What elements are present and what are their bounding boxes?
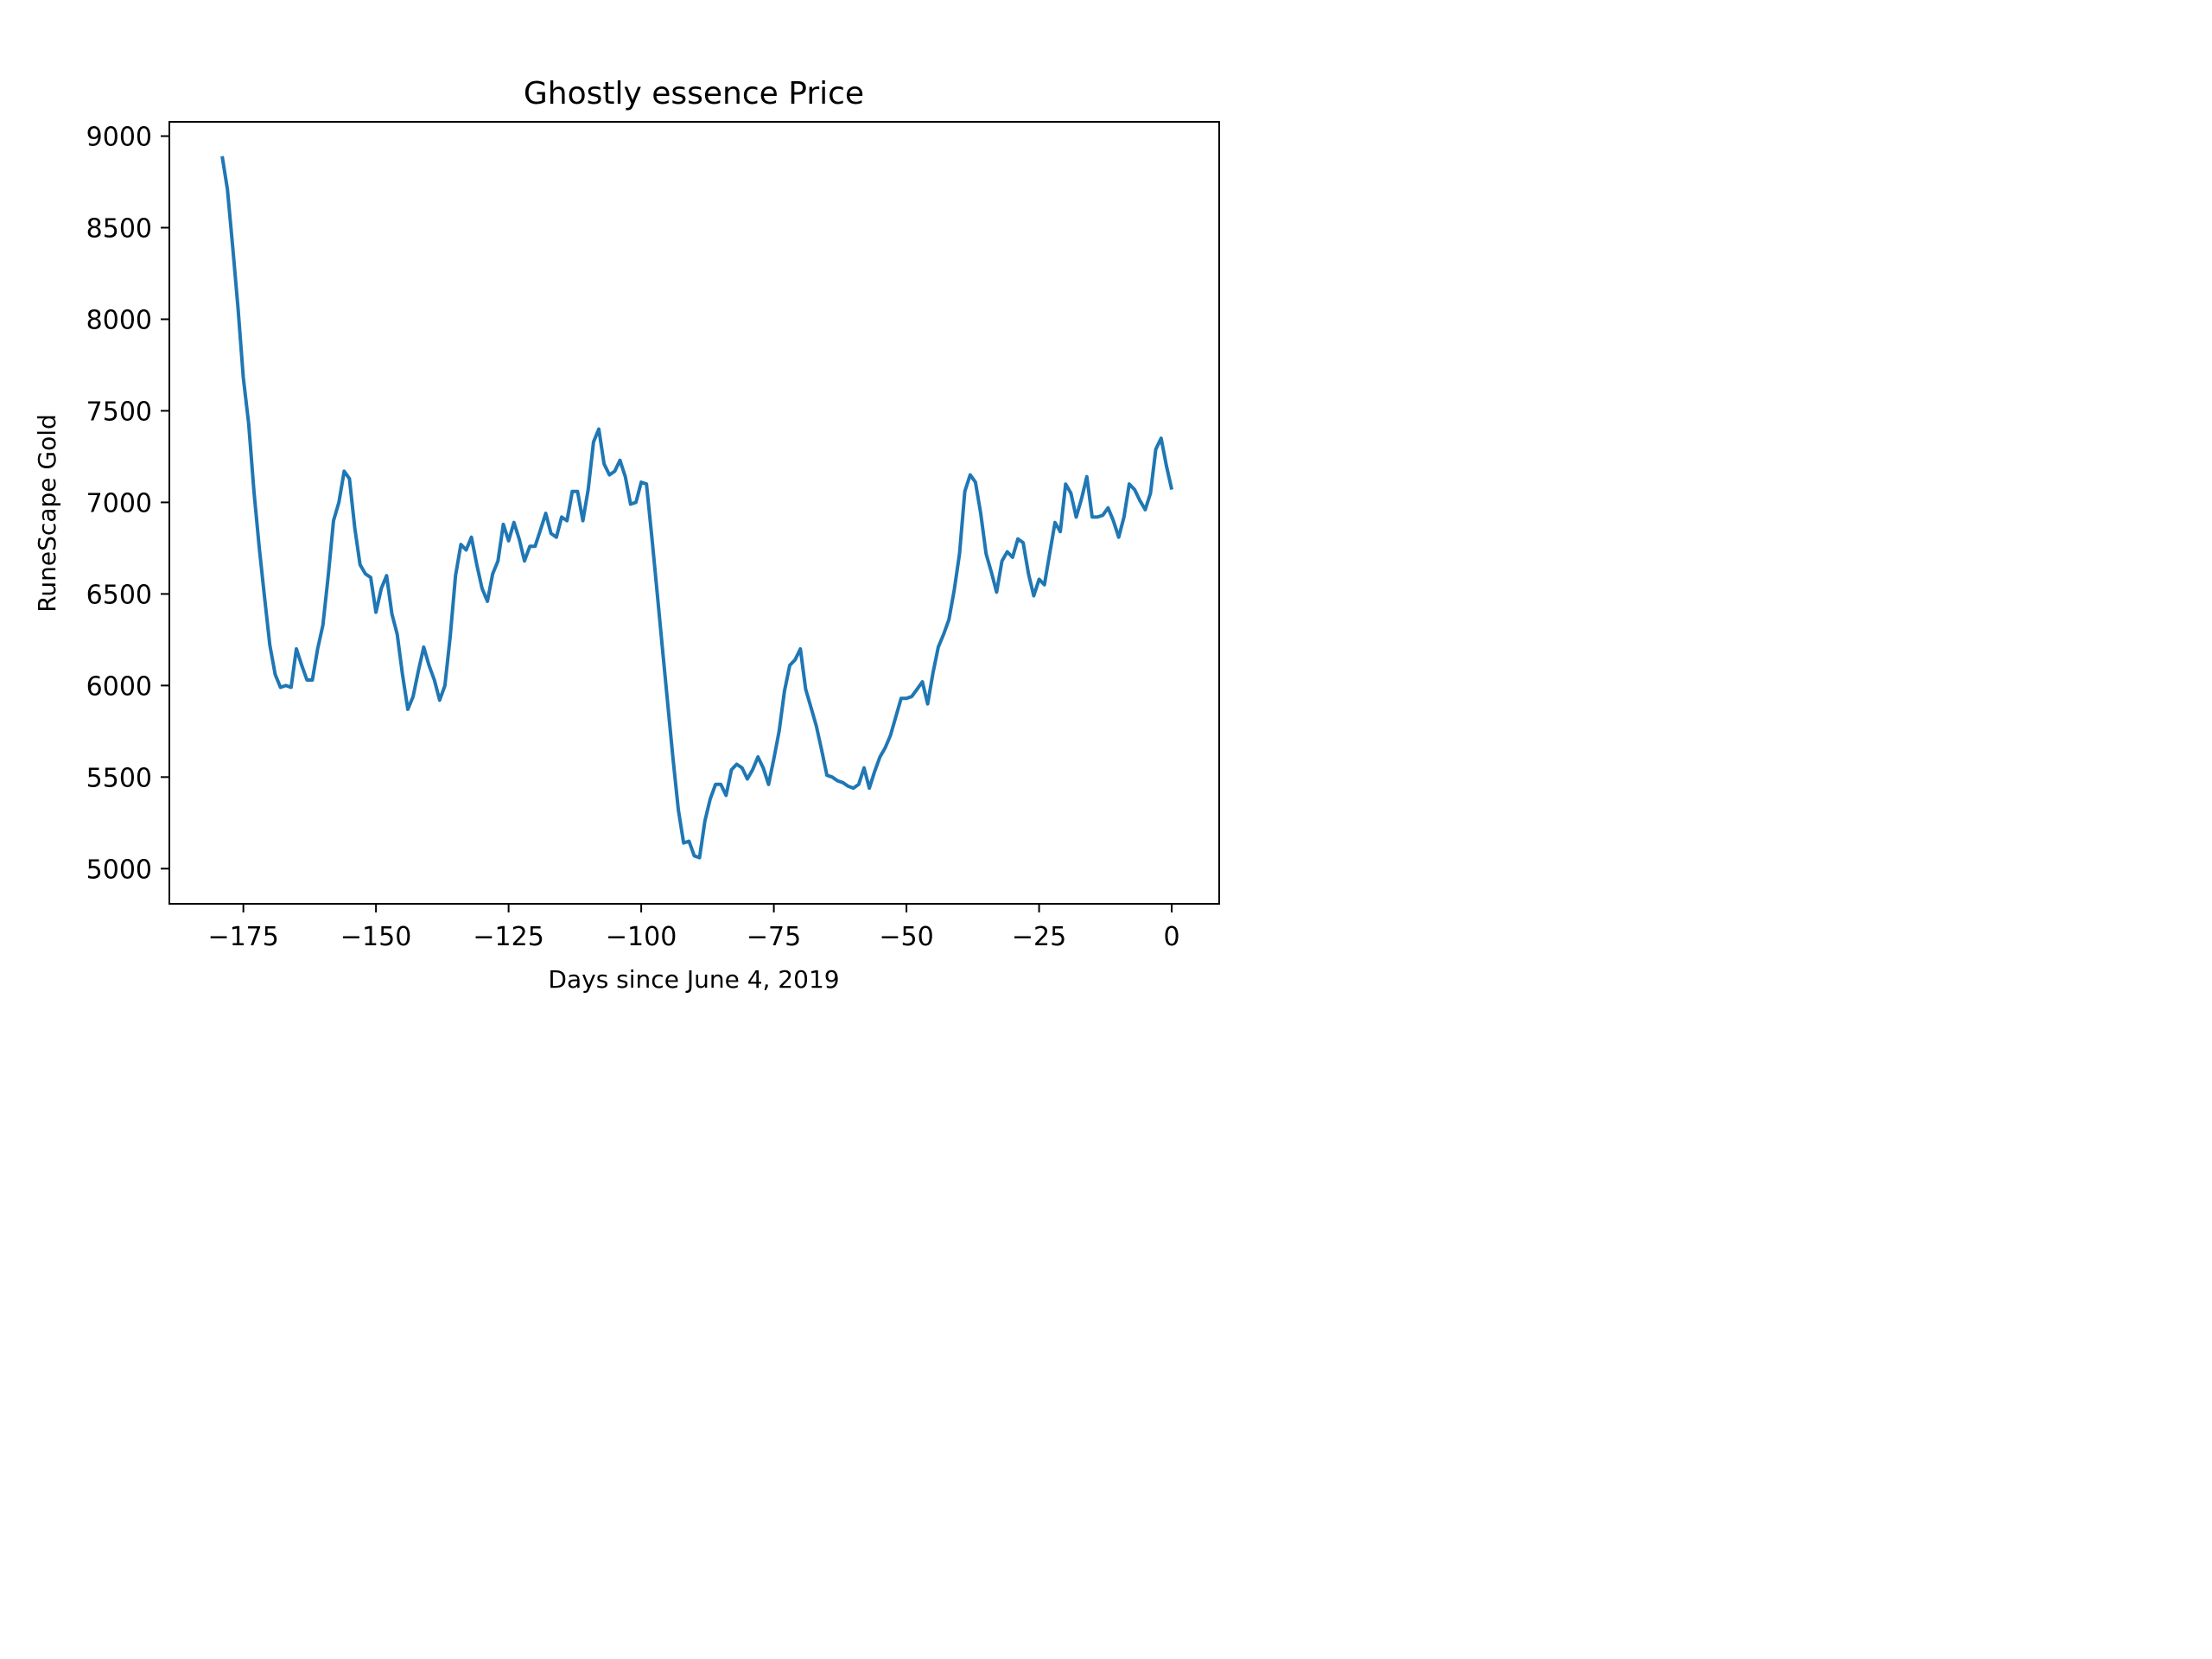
x-tick-label: −100 (606, 922, 677, 952)
y-tick-label: 7500 (86, 397, 152, 427)
x-tick-label: −125 (473, 922, 543, 952)
x-tick-label: −175 (207, 922, 278, 952)
y-tick-label: 5000 (86, 855, 152, 885)
line-chart: Ghostly essence Price −175 −150 −125 −100 −7… (0, 0, 1336, 1002)
x-tick-label: −75 (747, 922, 801, 952)
x-tick-label: −150 (340, 922, 411, 952)
plot-area (220, 156, 1174, 860)
y-tick-label: 5500 (86, 763, 152, 793)
y-tick-label: 7000 (86, 488, 152, 518)
x-tick-label: −50 (879, 922, 933, 952)
y-tick-label: 6000 (86, 671, 152, 702)
axes-frame (168, 121, 1220, 905)
y-axis-label: RuneScape Gold (33, 414, 61, 613)
chart-title: Ghostly essence Price (524, 76, 864, 111)
y-tick-label: 8500 (86, 214, 152, 245)
y-axis-ticks: 5000 5500 6000 6500 7000 7500 8000 8500 9000 (86, 123, 169, 885)
x-tick-label: 0 (1164, 922, 1180, 952)
y-tick-label: 9000 (86, 123, 152, 153)
figure-background (0, 0, 1336, 1002)
series-line (220, 156, 1174, 860)
x-axis-label: Days since June 4, 2019 (548, 965, 839, 994)
x-tick-label: −25 (1012, 922, 1066, 952)
y-tick-label: 8000 (86, 305, 152, 335)
x-axis-ticks: −175 −150 −125 −100 −75 −50 −25 0 (207, 904, 1180, 952)
y-tick-label: 6500 (86, 580, 152, 610)
